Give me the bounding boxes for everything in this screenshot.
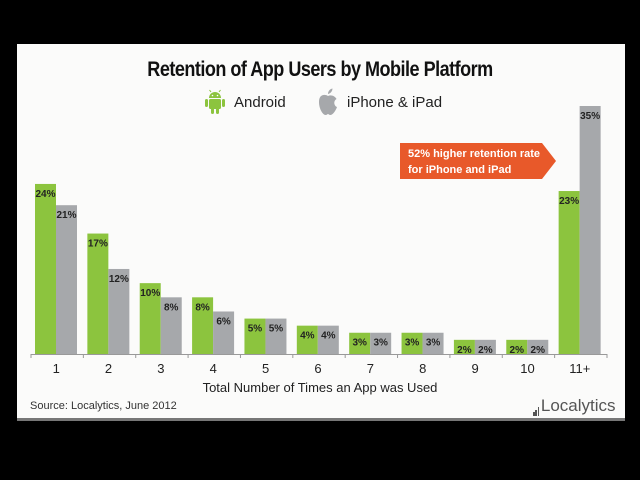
android-icon (205, 89, 225, 114)
bar-apple-9 (474, 339, 496, 354)
apple-icon (319, 88, 337, 115)
bar-android-2 (87, 233, 109, 354)
x-tick-label-11+: 11+ (569, 361, 590, 376)
bar-apple-4 (213, 311, 235, 354)
bar-label-android-6: 4% (300, 331, 315, 342)
bar-label-android-11+: 23% (559, 196, 579, 207)
bar-label-apple-3: 8% (164, 302, 179, 313)
localytics-logo: Localytics (533, 396, 616, 416)
bar-apple-6 (317, 325, 339, 354)
bar-apple-5 (265, 318, 287, 354)
bar-label-apple-5: 5% (269, 324, 284, 335)
callout-text: 52% higher retention rate for iPhone and… (408, 146, 540, 178)
bar-label-android-1: 24% (35, 189, 55, 200)
bar-label-apple-7: 3% (373, 338, 388, 349)
x-tick-label-2: 2 (105, 361, 112, 376)
x-tick-label-7: 7 (367, 361, 374, 376)
bar-label-apple-10: 2% (531, 345, 546, 356)
bar-apple-11+ (579, 106, 601, 354)
callout-line-2: for iPhone and iPad (408, 164, 512, 176)
bar-android-6 (296, 325, 318, 354)
bar-android-3 (139, 283, 161, 354)
bar-label-apple-6: 4% (321, 331, 336, 342)
bar-apple-2 (108, 268, 130, 354)
bar-android-5 (244, 318, 266, 354)
legend-apple: iPhone & iPad (317, 88, 442, 116)
x-tick-label-10: 10 (520, 361, 534, 376)
bar-android-8 (401, 332, 423, 354)
bar-label-apple-2: 12% (109, 274, 129, 285)
legend-apple-label: iPhone & iPad (347, 93, 443, 111)
bar-label-apple-9: 2% (478, 345, 493, 356)
bar-android-10 (506, 339, 528, 354)
bar-android-7 (349, 332, 371, 354)
callout-line-1: 52% higher retention rate (408, 148, 541, 160)
bar-label-apple-1: 21% (56, 210, 76, 221)
bar-apple-7 (370, 332, 392, 354)
annotation-callout: 52% higher retention rate for iPhone and… (400, 143, 556, 179)
logo-text: Localytics (540, 396, 616, 415)
legend-android: Android (204, 88, 286, 116)
x-tick-label-5: 5 (262, 361, 269, 376)
bar-label-apple-8: 3% (426, 338, 441, 349)
bar-label-android-2: 17% (88, 239, 108, 250)
chart-title: Retention of App Users by Mobile Platfor… (147, 58, 493, 81)
bar-label-android-5: 5% (248, 324, 263, 335)
x-tick-label-1: 1 (53, 361, 60, 376)
bar-label-apple-11+: 35% (580, 111, 600, 122)
bar-android-4 (192, 297, 214, 354)
legend-android-label: Android (234, 93, 286, 111)
bar-label-android-8: 3% (405, 338, 420, 349)
bar-label-android-3: 10% (140, 288, 160, 299)
bar-label-apple-4: 6% (216, 316, 231, 327)
x-tick-label-3: 3 (157, 361, 164, 376)
bar-label-android-9: 2% (457, 345, 472, 356)
source-note: Source: Localytics, June 2012 (30, 400, 177, 412)
panel-shadow (17, 418, 625, 421)
bar-apple-1 (56, 205, 77, 354)
bar-apple-10 (527, 339, 549, 354)
bar-apple-8 (422, 332, 444, 354)
bar-android-9 (453, 339, 475, 354)
x-tick-label-9: 9 (471, 361, 478, 376)
bar-android-1 (35, 183, 56, 354)
bar-label-android-7: 3% (352, 338, 367, 349)
bar-label-android-10: 2% (510, 345, 525, 356)
logo-bars-icon (533, 404, 540, 416)
bar-apple-3 (160, 297, 182, 354)
x-tick-label-4: 4 (210, 361, 217, 376)
x-tick-label-6: 6 (314, 361, 321, 376)
bar-label-android-4: 8% (195, 302, 210, 313)
x-axis-label: Total Number of Times an App was Used (202, 380, 438, 395)
x-tick-label-8: 8 (419, 361, 426, 376)
bar-android-11+ (558, 191, 580, 354)
callout-arrow-shape (400, 143, 556, 179)
